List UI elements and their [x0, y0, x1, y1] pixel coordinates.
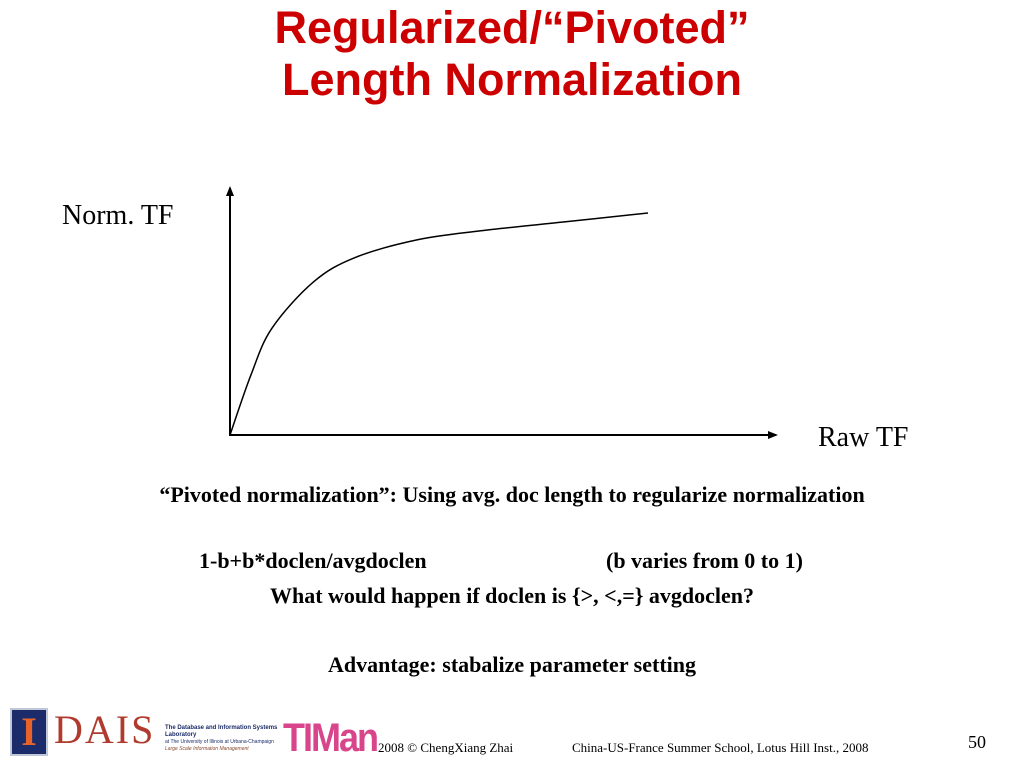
advantage-text: Advantage: stabalize parameter setting: [327, 652, 697, 677]
doclen-question-text: What would happen if doclen is {>, <,=} …: [269, 583, 755, 608]
y-axis-label: Norm. TF: [62, 200, 174, 231]
pivoted-normalization-text: “Pivoted normalization”: Using avg. doc …: [159, 482, 865, 507]
illinois-logo: I: [10, 708, 48, 756]
page-number: 50: [968, 732, 986, 752]
slide-title-line-1: Regularized/“Pivoted”: [274, 2, 750, 53]
formula-text: 1-b+b*doclen/avgdoclen: [199, 548, 427, 573]
slide-title: Regularized/“Pivoted” Length Normalizati…: [0, 2, 1024, 106]
slide-footer: I DAIS The Database and Information Syst…: [0, 700, 1024, 768]
b-range-text: (b varies from 0 to 1): [606, 548, 803, 573]
lab-title: The Database and Information Systems Lab…: [165, 725, 278, 738]
lab-subtitle: Large Scale Information Management: [165, 746, 249, 752]
timan-logo: TIMan: [283, 714, 379, 760]
lab-name: The Database and Information Systems Lab…: [165, 725, 285, 753]
lab-location: at The University of Illinois at Urbana-…: [165, 739, 274, 745]
x-axis-label: Raw TF: [818, 422, 909, 453]
normalization-curve-0: [229, 212, 649, 436]
copyright-text: 2008 © ChengXiang Zhai: [378, 740, 514, 755]
event-text: China-US-France Summer School, Lotus Hil…: [572, 740, 869, 755]
slide-title-line-2: Length Normalization: [282, 54, 742, 105]
dais-logo: DAIS: [54, 707, 156, 752]
